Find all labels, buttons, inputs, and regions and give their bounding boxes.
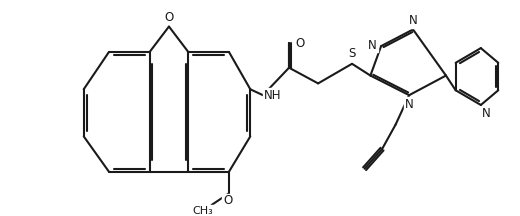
Text: NH: NH bbox=[264, 89, 281, 102]
Text: CH₃: CH₃ bbox=[192, 206, 213, 216]
Text: N: N bbox=[405, 98, 413, 111]
Text: O: O bbox=[164, 11, 174, 24]
Text: S: S bbox=[348, 47, 356, 60]
Text: N: N bbox=[483, 107, 491, 120]
Text: N: N bbox=[368, 39, 377, 52]
Text: O: O bbox=[295, 37, 304, 50]
Text: N: N bbox=[409, 14, 418, 27]
Text: O: O bbox=[223, 194, 232, 207]
